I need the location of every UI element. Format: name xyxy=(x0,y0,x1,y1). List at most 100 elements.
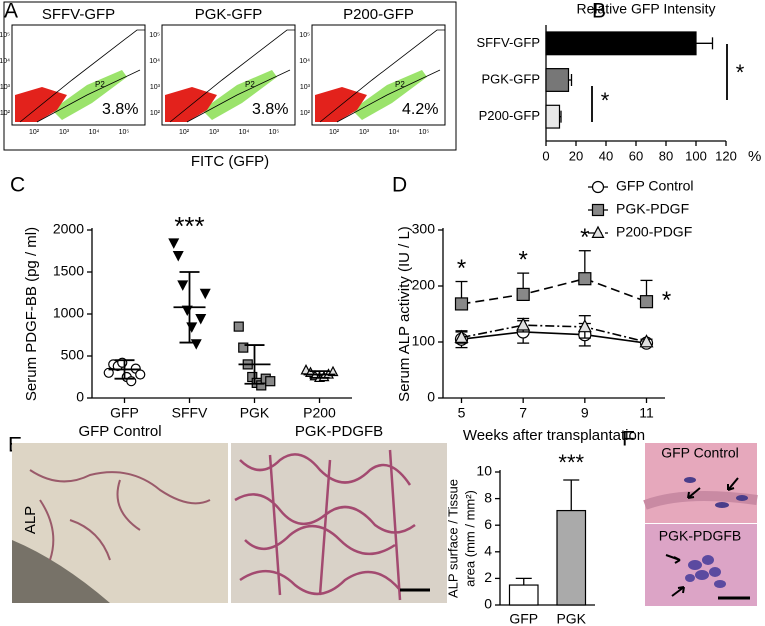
legend-label: PGK-PDGF xyxy=(616,201,689,217)
bar xyxy=(545,31,697,56)
series-line xyxy=(461,277,647,305)
marker xyxy=(591,225,605,238)
image-texture xyxy=(12,540,110,603)
x-tick-label: PGK xyxy=(240,405,270,421)
green-population xyxy=(352,70,427,120)
x-tick-label: 10⁴ xyxy=(389,129,400,136)
marker xyxy=(190,339,202,350)
gate-label: P2 xyxy=(395,80,405,89)
category-label: P200-GFP xyxy=(479,108,540,123)
x-tick-label: 5 xyxy=(458,405,466,421)
red-population xyxy=(315,87,367,122)
y-tick-label: 10³ xyxy=(0,84,11,91)
y-tick-label: 10² xyxy=(0,110,11,117)
marker xyxy=(168,238,180,249)
x-tick-label: 120 xyxy=(715,148,737,163)
x-tick-label: PGK xyxy=(556,611,586,626)
marker xyxy=(195,314,207,325)
legend-label: P200-PDGF xyxy=(616,224,692,240)
y-tick-label: 1500 xyxy=(53,263,84,279)
significance-star: *** xyxy=(558,450,584,475)
y-tick-label: 100 xyxy=(412,333,436,349)
y-tick-label: 10² xyxy=(300,110,311,117)
y-tick-label: 10⁵ xyxy=(0,32,10,39)
x-tick-label: GFP xyxy=(110,405,139,421)
x-tick-label: 10⁵ xyxy=(269,129,280,136)
y-tick-label: 10⁴ xyxy=(0,58,10,65)
x-tick-label: 10² xyxy=(29,129,40,136)
category-label: PGK-GFP xyxy=(481,71,540,86)
x-axis-title: FITC (GFP) xyxy=(191,153,269,170)
x-tick-label: 7 xyxy=(519,405,527,421)
marker xyxy=(135,369,146,380)
marker xyxy=(233,321,244,332)
significance-star: * xyxy=(580,224,589,251)
y-tick-label: 10⁴ xyxy=(149,58,160,65)
x-tick-label: 10³ xyxy=(59,129,70,136)
x-tick-label: 10² xyxy=(329,129,340,136)
marker xyxy=(591,180,605,194)
gate-percent: 3.8% xyxy=(102,101,138,118)
panel-letter: C xyxy=(10,174,25,197)
marker xyxy=(454,297,469,311)
y-tick-label: 10³ xyxy=(300,84,311,91)
series-line xyxy=(461,331,647,344)
gate-percent: 4.2% xyxy=(402,101,438,118)
significance-star: * xyxy=(457,255,466,282)
y-tick-label: 10⁵ xyxy=(299,32,310,39)
y-tick-label: 10⁵ xyxy=(149,32,160,39)
legend-label: GFP Control xyxy=(616,178,694,194)
y-axis-title: ALP surface / Tissue xyxy=(445,479,460,598)
marker xyxy=(639,295,654,309)
category-label: SFFV-GFP xyxy=(476,35,540,50)
nucleus xyxy=(715,502,729,508)
x-tick-label: P200 xyxy=(303,405,336,421)
nucleus xyxy=(736,495,748,501)
panel-letter: A xyxy=(4,0,18,23)
cell-cluster xyxy=(685,555,726,588)
significance-star: * xyxy=(601,88,610,113)
x-tick-label: SFFV xyxy=(172,405,208,421)
marker xyxy=(454,329,469,343)
y-tick-label: 8 xyxy=(484,489,492,505)
green-population xyxy=(202,70,277,120)
red-population xyxy=(165,87,217,122)
x-tick-label: 10⁵ xyxy=(119,129,130,136)
significance-star: * xyxy=(518,246,527,273)
image-label: GFP Control xyxy=(78,423,161,440)
marker xyxy=(172,251,184,262)
x-tick-label: 10³ xyxy=(209,129,220,136)
flow-plots: SFFV-GFP P2 3.8% 10⁵ 10⁴ 10³ 10² 10² 10³ 10⁴ 10⁵ PG… xyxy=(0,6,446,136)
panel-letter: F xyxy=(622,428,635,451)
x-unit: % xyxy=(748,148,761,165)
gate xyxy=(19,29,145,123)
marker xyxy=(639,334,654,348)
marker xyxy=(177,280,189,291)
x-tick-label: 60 xyxy=(629,148,643,163)
y-axis-title: Serum PDGF-BB (pg / ml) xyxy=(23,227,40,401)
gate-label: P2 xyxy=(245,80,255,89)
y-tick-label: 2000 xyxy=(53,221,84,237)
x-tick-label: GFP xyxy=(509,611,538,626)
y-tick-label: 0 xyxy=(427,389,435,405)
significance-star: * xyxy=(736,60,745,85)
x-tick-label: 0 xyxy=(542,148,549,163)
y-tick-label: 300 xyxy=(412,221,436,237)
marker xyxy=(578,272,592,286)
plot-title: SFFV-GFP xyxy=(42,6,115,23)
marker xyxy=(577,318,592,333)
plot-title: P200-GFP xyxy=(343,6,414,23)
bar xyxy=(508,584,539,606)
x-tick-label: 20 xyxy=(569,148,583,163)
y-axis-title: area (mm / mm²) xyxy=(462,490,477,587)
histology-images: GFP Control PGK-PDGFB ALP xyxy=(12,423,447,603)
bar xyxy=(545,68,570,92)
x-tick-label: 10³ xyxy=(359,129,370,136)
marker xyxy=(238,342,249,353)
arrow xyxy=(687,477,739,499)
image-label: PGK-PDGFB xyxy=(295,423,383,440)
y-tick-label: 200 xyxy=(412,277,436,293)
x-tick-label: 10⁴ xyxy=(89,129,100,136)
x-tick-label: 10⁵ xyxy=(419,129,430,136)
